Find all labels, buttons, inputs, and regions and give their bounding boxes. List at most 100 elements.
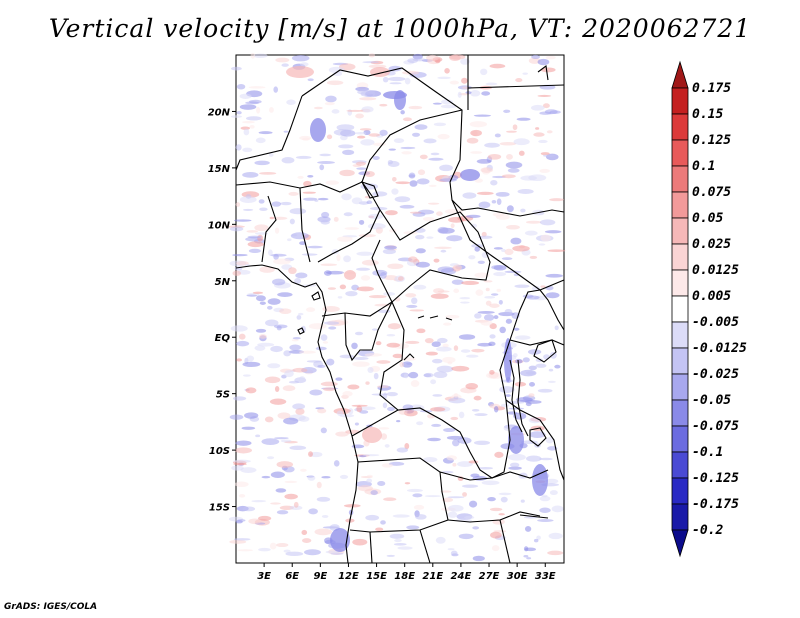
field-blob (307, 245, 323, 249)
field-blob (478, 466, 493, 470)
field-blob (533, 132, 545, 137)
field-blob (236, 110, 242, 115)
field-blob (383, 497, 397, 502)
field-blob (399, 204, 415, 209)
field-blob (415, 514, 427, 520)
field-blob (481, 91, 491, 96)
field-blob (239, 196, 257, 204)
colorbar-swatch (671, 503, 689, 531)
field-blob (229, 414, 244, 420)
field-blob (415, 248, 426, 254)
field-blob (506, 400, 525, 404)
field-blob (368, 53, 375, 58)
field-blob (255, 434, 261, 438)
field-blob (475, 289, 484, 296)
field-blob (490, 179, 498, 186)
field-blob (389, 82, 402, 85)
field-blob (409, 180, 418, 187)
field-blob (246, 355, 255, 362)
field-blob (493, 271, 507, 277)
field-blob (341, 193, 352, 201)
field-blob (468, 255, 476, 260)
field-blob (453, 392, 459, 398)
field-blob (472, 555, 485, 562)
field-blob (493, 405, 499, 413)
field-blob (298, 416, 310, 422)
field-blob (382, 248, 396, 255)
field-blob (406, 525, 420, 530)
colorbar-label: -0.075 (692, 419, 739, 434)
colorbar: 0.175 0.15 0.125 0.1 0.075 0.05 0.025 0.0125 0.0… (671, 60, 747, 558)
field-blob (451, 279, 464, 285)
field-blob (499, 141, 517, 146)
field-blob (328, 66, 345, 74)
colorbar-swatch (671, 269, 689, 297)
field-blob (409, 211, 422, 214)
field-blob (506, 205, 514, 213)
field-blob (376, 360, 391, 364)
field-blob (365, 514, 380, 521)
field-blob (408, 256, 418, 263)
field-blob (450, 550, 458, 556)
field-blob (546, 130, 553, 134)
field-blob (352, 538, 368, 546)
field-blob (247, 241, 264, 248)
field-blob (548, 368, 554, 372)
field-blob (406, 304, 418, 308)
field-blob (493, 315, 499, 320)
field-blob (426, 236, 434, 239)
field-blob (498, 492, 512, 496)
field-blob (274, 385, 280, 393)
field-blob (255, 232, 268, 235)
field-blob (238, 493, 246, 498)
colorbar-label: 0.075 (692, 185, 731, 200)
field-blob (540, 67, 556, 73)
field-blob (404, 77, 411, 85)
field-blob (258, 199, 265, 204)
field-blob (471, 348, 485, 353)
field-blob (507, 453, 526, 461)
field-blob (282, 385, 296, 392)
field-blob (242, 361, 261, 367)
field-blob (351, 342, 358, 350)
field-blob (518, 150, 525, 156)
field-blob (320, 219, 330, 225)
colorbar-label: -0.005 (692, 315, 739, 330)
colorbar-label: 0.15 (692, 107, 723, 122)
field-blob (473, 114, 492, 117)
field-blob (303, 197, 318, 201)
field-blob (384, 444, 390, 448)
field-blob (346, 109, 364, 112)
field-blob (245, 116, 262, 121)
field-blob (269, 216, 275, 220)
field-blob (360, 139, 375, 146)
field-blob (412, 132, 421, 137)
field-blob (528, 393, 535, 398)
field-blob (317, 364, 326, 368)
field-blob (322, 341, 329, 344)
field-blob (337, 296, 343, 299)
field-blob (236, 261, 249, 266)
field-blob (448, 504, 464, 512)
field-blob (488, 341, 496, 347)
field-blob (547, 446, 558, 451)
field-blob (254, 345, 266, 351)
field-blob (526, 557, 532, 560)
field-blob (500, 403, 510, 408)
field-blob (280, 201, 292, 206)
field-blob (288, 267, 297, 275)
field-blob (281, 157, 295, 164)
field-blob (532, 285, 541, 291)
field-blob (267, 456, 275, 460)
field-blob (425, 351, 438, 356)
field-blob (406, 488, 423, 493)
field-blob (277, 292, 293, 297)
field-blob (449, 80, 459, 85)
field-blob (428, 184, 437, 188)
field-blob (428, 157, 444, 161)
field-blob (326, 358, 335, 366)
field-blob (277, 412, 291, 419)
field-blob (295, 155, 312, 159)
field-blob (232, 396, 247, 401)
field-blob (375, 527, 384, 532)
